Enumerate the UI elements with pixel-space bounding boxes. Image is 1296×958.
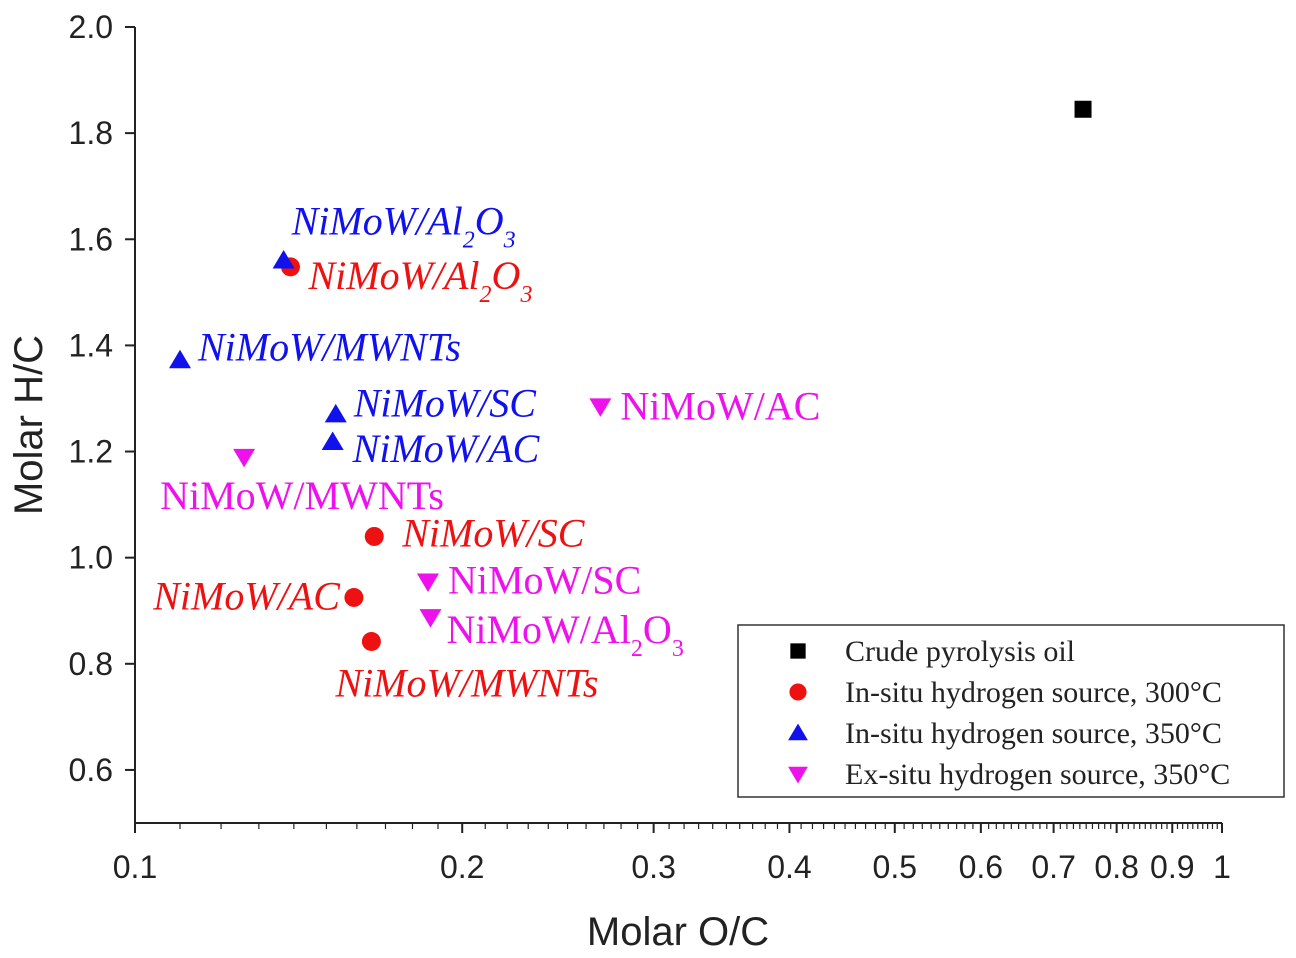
point-label: NiMoW/MWNTs: [197, 324, 461, 369]
legend-label: Ex-situ hydrogen source, 350°C: [845, 758, 1230, 791]
data-point-triangle-up: [324, 403, 347, 423]
axes: 0.6 0.8 1.0 1.2 1.4 1.6 1.8 2.0 0.1 0.2 0.3 0.4 0.5 0…: [69, 9, 1231, 885]
y-tick-label: 1.6: [69, 221, 113, 257]
x-tick-label: 1: [1213, 849, 1231, 885]
legend: Crude pyrolysis oil In-situ hydrogen sour…: [737, 624, 1285, 798]
data-point-circle: [361, 632, 381, 652]
x-tick-label: 0.6: [959, 849, 1003, 885]
point-label: NiMoW/AC: [620, 383, 820, 428]
legend-marker-circle: [789, 683, 807, 701]
x-tick-label: 0.5: [873, 849, 917, 885]
data-point-triangle-down: [233, 448, 256, 468]
y-tick-label: 1.0: [69, 540, 113, 576]
y-tick-label: 1.8: [69, 115, 113, 151]
data-point-triangle-down: [589, 398, 612, 417]
data-point-triangle-up: [321, 431, 344, 450]
point-label: NiMoW/MWNTs: [160, 473, 444, 518]
legend-marker-triangle-up: [788, 723, 808, 741]
y-tick-label: 2.0: [69, 9, 113, 45]
point-labels: NiMoW/Al2O3NiMoW/SCNiMoW/ACNiMoW/MWNTsNi…: [152, 198, 820, 705]
data-point-triangle-down: [419, 609, 442, 628]
data-point-triangle-down: [416, 573, 439, 593]
x-tick-label: 0.1: [113, 849, 157, 885]
point-label: NiMoW/SC: [401, 510, 586, 555]
y-tick-label: 1.4: [69, 327, 113, 363]
data-point-circle: [344, 587, 364, 607]
y-tick-label: 0.6: [69, 752, 113, 788]
point-label: NiMoW/AC: [152, 573, 341, 618]
legend-marker-triangle-down: [788, 766, 808, 784]
data-point-triangle-up: [272, 249, 295, 269]
x-tick-label: 0.7: [1031, 849, 1075, 885]
point-label: NiMoW/Al2O3: [307, 253, 532, 308]
legend-marker-square: [790, 643, 806, 659]
y-tick-label: 0.8: [69, 646, 113, 682]
data-points: [168, 100, 1092, 652]
x-tick-label: 0.4: [767, 849, 811, 885]
point-label: NiMoW/SC: [353, 380, 538, 425]
x-tick-label: 0.8: [1094, 849, 1138, 885]
point-label: NiMoW/SC: [448, 558, 641, 603]
data-point-circle: [364, 526, 384, 546]
y-tick-label: 1.2: [69, 434, 113, 470]
point-label: NiMoW/Al2O3: [446, 607, 683, 662]
data-point-square: [1074, 100, 1092, 118]
x-tick-label: 0.3: [631, 849, 675, 885]
y-axis-title: Molar H/C: [7, 335, 51, 515]
x-tick-label: 0.9: [1150, 849, 1194, 885]
point-label: NiMoW/MWNTs: [334, 661, 598, 706]
data-point-triangle-up: [168, 349, 191, 369]
legend-label: In-situ hydrogen source, 300°C: [845, 676, 1222, 709]
legend-box: [737, 624, 1285, 798]
legend-label: In-situ hydrogen source, 350°C: [845, 717, 1222, 750]
point-label: NiMoW/Al2O3: [291, 198, 516, 253]
x-tick-label: 0.2: [440, 849, 484, 885]
legend-label: Crude pyrolysis oil: [845, 635, 1075, 668]
point-label: NiMoW/AC: [352, 426, 541, 471]
x-axis-title: Molar O/C: [587, 910, 769, 954]
